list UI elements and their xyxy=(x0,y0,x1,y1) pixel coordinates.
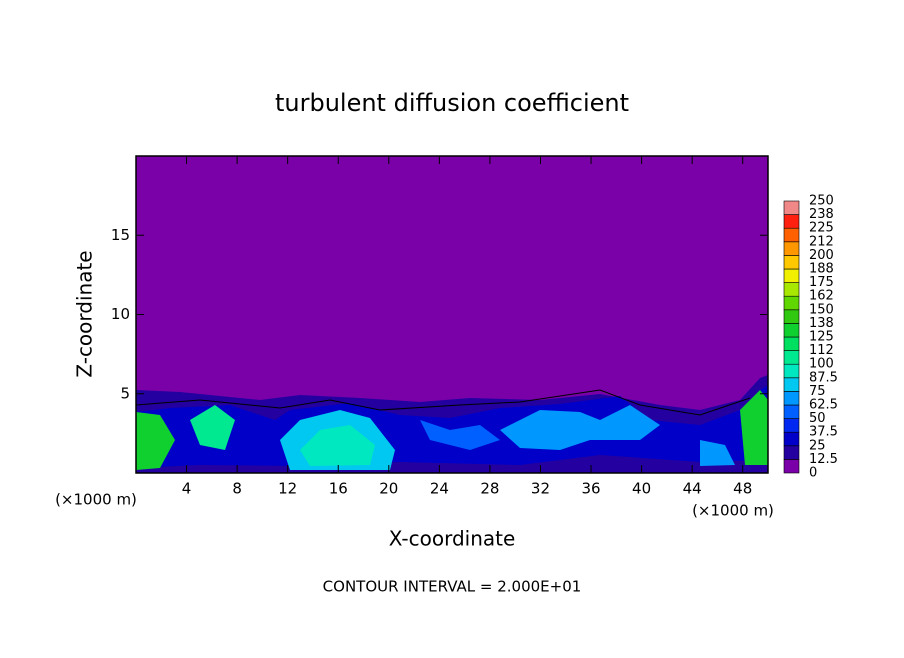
colorbar-label: 112 xyxy=(809,343,834,358)
colorbar-label: 138 xyxy=(809,316,834,331)
colorbar-label: 50 xyxy=(809,411,826,426)
x-tick-label: 40 xyxy=(632,480,651,498)
field-region xyxy=(136,412,175,470)
colorbar-bin xyxy=(783,336,800,351)
x-unit-label: (×1000 m) xyxy=(692,502,774,520)
field-region xyxy=(300,425,375,466)
colorbar-bin xyxy=(783,268,800,283)
colorbar-label: 250 xyxy=(809,194,834,209)
y-axis-label: Z-coordinate xyxy=(73,250,97,377)
colorbar-bin xyxy=(783,241,800,256)
colorbar-label: 212 xyxy=(809,234,834,249)
x-tick-label: 36 xyxy=(581,480,600,498)
colorbar-bin xyxy=(783,200,800,215)
colorbar-bin xyxy=(783,404,800,419)
colorbar-bin xyxy=(783,363,800,379)
x-tick-label: 16 xyxy=(329,480,348,498)
colorbar-bin xyxy=(783,391,800,406)
colorbar-bin xyxy=(783,431,800,447)
x-tick-label: 20 xyxy=(379,480,398,498)
field-region xyxy=(500,405,660,450)
colorbar-label: 188 xyxy=(809,262,834,277)
colorbar-label: 175 xyxy=(809,275,834,290)
field xyxy=(135,156,768,473)
colorbar-label: 225 xyxy=(809,221,834,236)
colorbar-label: 87.5 xyxy=(809,370,838,385)
colorbar-bin xyxy=(783,227,800,243)
colorbar-bin xyxy=(783,214,800,229)
colorbar-bin xyxy=(783,255,800,270)
y-tick-label: 15 xyxy=(111,226,130,244)
chart-title: turbulent diffusion coefficient xyxy=(275,89,629,117)
colorbar-label: 25 xyxy=(809,438,826,453)
x-tick-label: 32 xyxy=(531,480,550,498)
colorbar-label: 200 xyxy=(809,248,834,263)
x-tick-label: 4 xyxy=(182,480,192,498)
x-tick-label: 44 xyxy=(683,480,702,498)
colorbar-label: 37.5 xyxy=(809,425,838,440)
colorbar-bin xyxy=(783,309,800,324)
y-tick-label: 10 xyxy=(111,305,130,323)
colorbar-label: 75 xyxy=(809,384,826,399)
colorbar-label: 0 xyxy=(809,466,817,481)
field-region xyxy=(700,440,735,466)
colorbar-label: 62.5 xyxy=(809,398,838,413)
colorbar-bin xyxy=(783,377,800,392)
field-region xyxy=(190,405,235,450)
field-region xyxy=(740,390,768,465)
colorbar-label: 100 xyxy=(809,357,834,372)
colorbar-label: 238 xyxy=(809,207,834,222)
x-tick-label: 48 xyxy=(733,480,752,498)
colorbar-bin xyxy=(783,459,800,474)
x-tick-label: 8 xyxy=(232,480,242,498)
contour-line xyxy=(135,389,751,416)
x-tick-label: 24 xyxy=(430,480,449,498)
field-region xyxy=(420,420,500,450)
colorbar-label: 150 xyxy=(809,302,834,317)
colorbar-bin xyxy=(783,445,800,460)
y-tick-label: 5 xyxy=(120,384,130,402)
colorbar-bin xyxy=(783,282,800,297)
colorbar-bin xyxy=(783,418,800,433)
colorbar-label: 125 xyxy=(809,330,834,345)
contour-interval-note: CONTOUR INTERVAL = 2.000E+01 xyxy=(323,578,582,596)
x-tick-label: 28 xyxy=(480,480,499,498)
colorbar-bin xyxy=(783,350,800,365)
x-unit-label: (×1000 m) xyxy=(55,491,137,509)
x-axis-label: X-coordinate xyxy=(389,527,516,551)
colorbar-label: 12.5 xyxy=(809,452,838,467)
colorbar-bin xyxy=(783,295,800,311)
colorbar-label: 162 xyxy=(809,289,834,304)
x-tick-label: 12 xyxy=(278,480,297,498)
colorbar-bin xyxy=(783,323,800,338)
